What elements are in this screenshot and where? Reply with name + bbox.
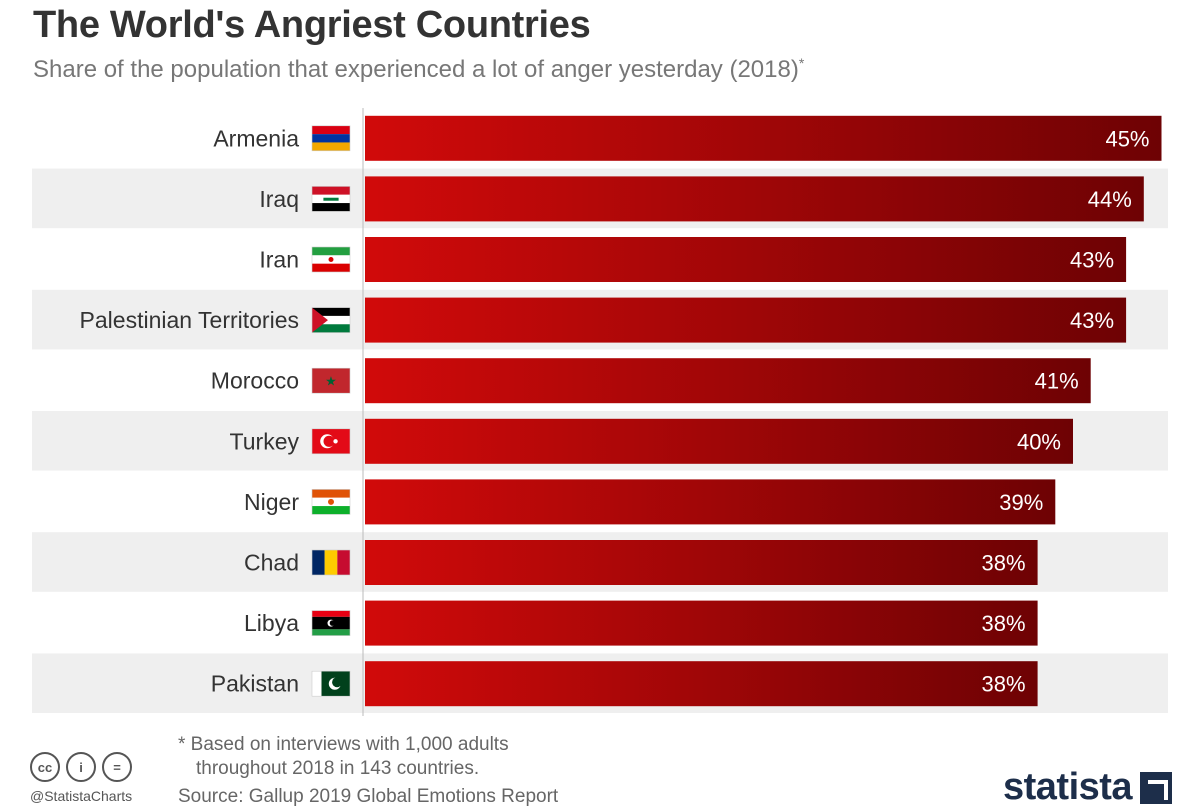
bar-row: Iran 43% — [259, 237, 1127, 282]
source-note: Source: Gallup 2019 Global Emotions Repo… — [178, 786, 559, 807]
category-label: Iran — [259, 247, 299, 273]
bar-row: Armenia 45% — [213, 115, 1162, 161]
value-label: 39% — [999, 490, 1043, 515]
bar-row: Morocco ★ 41% — [211, 358, 1091, 404]
bar-row: Iraq 44% — [259, 176, 1144, 222]
category-label: Armenia — [213, 125, 299, 151]
statista-logo[interactable]: statista — [1003, 766, 1133, 808]
bar-row: Chad 38% — [244, 540, 1038, 585]
iraq-flag — [311, 186, 351, 212]
bar — [365, 297, 1127, 343]
cc-icon: cc — [30, 752, 60, 782]
palestine-flag — [311, 307, 351, 333]
attribution-icon: i — [66, 752, 96, 782]
category-label: Libya — [244, 610, 299, 636]
bar — [365, 600, 1038, 646]
bar — [365, 237, 1127, 282]
libya-flag — [311, 610, 351, 636]
value-label: 43% — [1070, 308, 1114, 333]
twitter-handle: @StatistaCharts — [30, 788, 133, 804]
turkey-flag — [311, 428, 351, 455]
bar-row: Palestinian Territories 43% — [80, 297, 1127, 343]
bar — [365, 358, 1091, 404]
bar — [365, 479, 1056, 525]
value-label: 38% — [982, 611, 1026, 636]
value-label: 38% — [982, 672, 1026, 697]
value-label: 38% — [982, 551, 1026, 576]
value-label: 45% — [1105, 126, 1149, 151]
chad-flag — [311, 549, 351, 576]
subtitle-text: Share of the population that experienced… — [33, 56, 799, 83]
category-label: Niger — [244, 489, 299, 515]
category-label: Chad — [244, 550, 299, 576]
subtitle-footnote-mark: * — [798, 55, 805, 71]
morocco-flag: ★ — [311, 367, 351, 394]
chart-subtitle: Share of the population that experienced… — [33, 55, 804, 84]
bar-row: Pakistan 38% — [211, 661, 1038, 707]
niger-flag — [311, 489, 351, 515]
category-label: Morocco — [211, 368, 299, 394]
statista-logo-icon — [1140, 772, 1172, 804]
bar — [365, 115, 1162, 161]
value-label: 44% — [1088, 187, 1132, 212]
footnote: * Based on interviews with 1,000 adults … — [178, 733, 509, 781]
armenia-flag — [311, 125, 351, 152]
pakistan-flag — [311, 670, 351, 697]
bar — [365, 418, 1073, 464]
value-label: 41% — [1035, 369, 1079, 394]
value-label: 43% — [1070, 248, 1114, 273]
bar — [365, 176, 1144, 222]
chart-title: The World's Angriest Countries — [33, 4, 591, 46]
bar — [365, 540, 1038, 585]
no-derivatives-icon: = — [102, 752, 132, 782]
category-label: Turkey — [230, 428, 300, 454]
bar-row: Niger 39% — [244, 479, 1056, 525]
value-label: 40% — [1017, 429, 1061, 454]
bar-row: Turkey 40% — [230, 418, 1073, 464]
iran-flag — [311, 246, 351, 273]
category-label: Palestinian Territories — [80, 307, 299, 333]
category-label: Pakistan — [211, 671, 299, 697]
svg-text:★: ★ — [325, 374, 337, 389]
category-label: Iraq — [259, 186, 299, 212]
footnote-line-1: * Based on interviews with 1,000 adults — [178, 734, 509, 755]
bar — [365, 661, 1038, 707]
bar-chart: Armenia 45%Iraq 44%Iran 43%Palestinian Terr… — [32, 108, 1168, 716]
bar-row: Libya 38% — [244, 600, 1038, 646]
footnote-line-2: throughout 2018 in 143 countries. — [196, 758, 480, 779]
license-icons: cc i = — [30, 752, 132, 782]
